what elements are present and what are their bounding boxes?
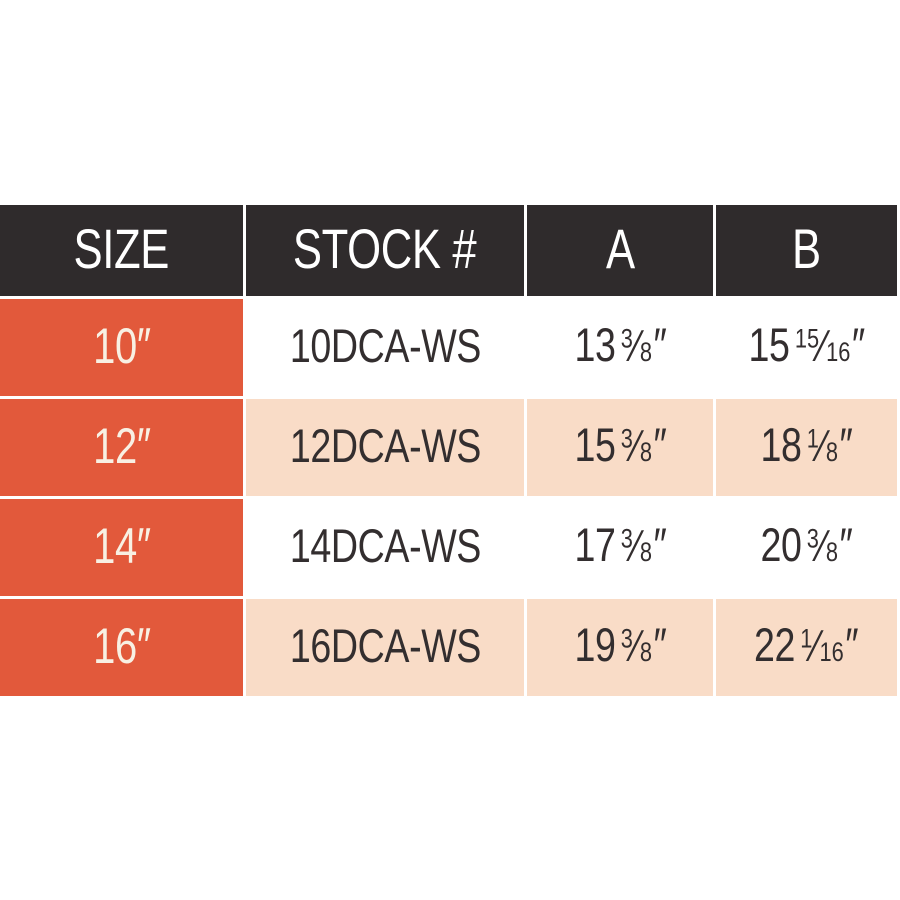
table-cell-b: 22 1⁄16″ <box>716 599 897 696</box>
measurement-b: 22 1⁄16″ <box>754 618 859 672</box>
table-cell-a: 19 3⁄8″ <box>527 599 713 696</box>
measurement-b: 20 3⁄8″ <box>760 518 853 572</box>
table-cell-stock: 16DCA-WS <box>246 599 524 696</box>
table-cell-size: 16″ <box>0 599 243 696</box>
column-header-stock: STOCK # <box>246 205 524 296</box>
table-cell-b: 15 15⁄16″ <box>716 299 897 396</box>
stock-number: 12DCA-WS <box>289 419 481 472</box>
table-cell-stock: 12DCA-WS <box>246 399 524 496</box>
stock-number: 10DCA-WS <box>289 319 481 372</box>
table-cell-b: 18 1⁄8″ <box>716 399 897 496</box>
measurement-a: 19 3⁄8″ <box>574 618 666 672</box>
column-header-b-label: B <box>792 216 821 280</box>
size-spec-table: SIZE STOCK # A B 10″ 10DCA-WS 13 3⁄8″ 15 1… <box>0 205 897 696</box>
column-header-a-label: A <box>605 216 635 280</box>
size-value: 10″ <box>92 317 151 374</box>
table-cell-stock: 10DCA-WS <box>246 299 524 396</box>
table-cell-a: 13 3⁄8″ <box>527 299 713 396</box>
table-cell-size: 10″ <box>0 299 243 396</box>
measurement-a: 13 3⁄8″ <box>574 318 666 372</box>
measurement-a: 17 3⁄8″ <box>574 518 666 572</box>
column-header-size-label: SIZE <box>73 216 170 280</box>
table-cell-size: 12″ <box>0 399 243 496</box>
stock-number: 14DCA-WS <box>289 519 481 572</box>
column-header-a: A <box>527 205 713 296</box>
column-header-size: SIZE <box>0 205 243 296</box>
table-cell-a: 15 3⁄8″ <box>527 399 713 496</box>
column-header-b: B <box>716 205 897 296</box>
measurement-a: 15 3⁄8″ <box>574 418 666 472</box>
table-cell-a: 17 3⁄8″ <box>527 499 713 596</box>
column-header-stock-label: STOCK # <box>293 216 477 280</box>
size-value: 14″ <box>92 517 151 574</box>
table-cell-stock: 14DCA-WS <box>246 499 524 596</box>
table-cell-b: 20 3⁄8″ <box>716 499 897 596</box>
size-value: 12″ <box>92 417 151 474</box>
stock-number: 16DCA-WS <box>289 619 481 672</box>
measurement-b: 18 1⁄8″ <box>760 418 853 472</box>
size-value: 16″ <box>92 617 151 674</box>
measurement-b: 15 15⁄16″ <box>748 318 865 372</box>
table-cell-size: 14″ <box>0 499 243 596</box>
